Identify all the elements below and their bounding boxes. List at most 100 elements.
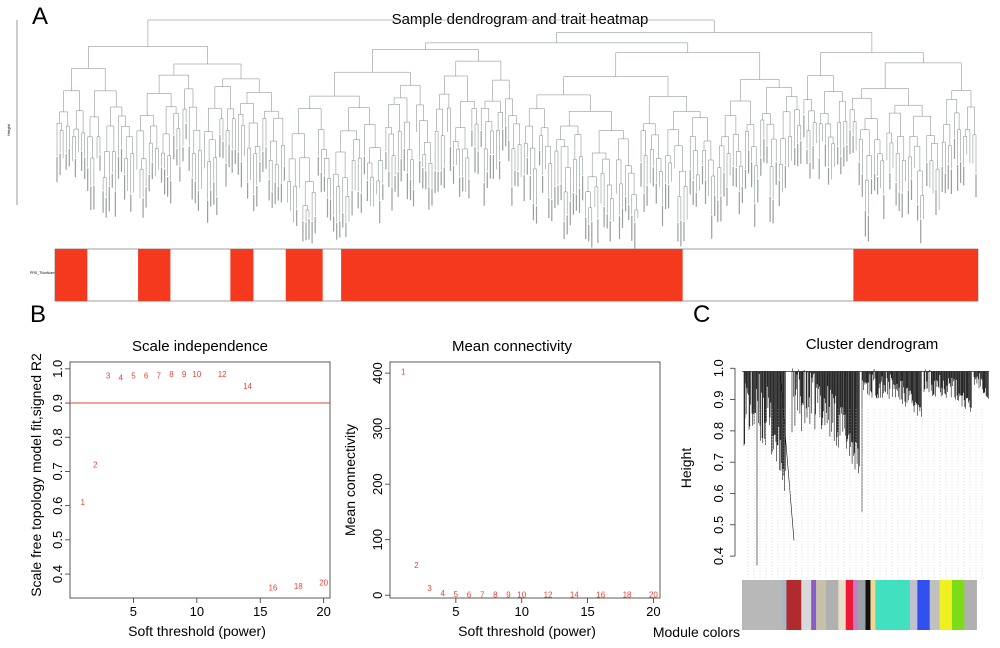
sample-leaf-label [182, 147, 184, 162]
sample-leaf-label [775, 162, 777, 185]
sample-leaf-label [191, 178, 193, 200]
sample-leaf-label [677, 222, 679, 242]
module-color-segment [929, 580, 940, 630]
sample-leaf-label [511, 187, 513, 206]
sample-leaf-label [419, 160, 421, 183]
sample-leaf-label [941, 167, 943, 193]
data-point-label: 4 [119, 373, 124, 382]
data-point-label: 10 [517, 591, 526, 600]
sample-leaf-label [477, 151, 479, 175]
data-point-label: 2 [93, 461, 98, 470]
y-tick-label: 0.4 [711, 547, 726, 565]
sample-leaf-label [176, 148, 178, 166]
sample-leaf-label [529, 175, 531, 200]
module-color-segment [870, 580, 876, 630]
sample-leaf-label [360, 193, 362, 213]
y-tick-label: 0.9 [711, 391, 726, 409]
trait-block [853, 249, 978, 301]
sample-leaf-label [320, 172, 322, 193]
sample-leaf-label [655, 183, 657, 204]
sample-leaf-label [296, 209, 298, 227]
trait-block [138, 249, 171, 301]
sample-leaf-label [643, 193, 645, 212]
sample-leaf-label [471, 130, 473, 147]
sample-leaf-label [216, 197, 218, 216]
sample-leaf-label [160, 167, 163, 183]
sample-leaf-label [283, 166, 285, 181]
sample-leaf-label [302, 221, 304, 242]
sample-leaf-label [351, 190, 353, 216]
sample-leaf-label [357, 192, 359, 209]
sample-leaf-label [751, 162, 753, 188]
sample-leaf-label [84, 157, 86, 179]
sample-leaf-label [437, 171, 439, 192]
sample-leaf-label [342, 213, 344, 228]
sample-leaf-label [259, 162, 261, 182]
sample-leaf-label [329, 199, 332, 221]
sample-leaf-label [277, 186, 279, 201]
sample-leaf-label [575, 194, 577, 211]
sample-leaf-label [960, 162, 962, 183]
sample-leaf-label [366, 181, 368, 201]
sample-leaf-label [311, 221, 313, 244]
sample-leaf-label [843, 146, 845, 167]
sample-leaf-label [920, 219, 922, 244]
sample-leaf-label [569, 201, 571, 226]
sample-leaf-label [695, 192, 697, 207]
sample-leaf-label [483, 183, 485, 206]
y-tick-label: 0.4 [50, 565, 65, 583]
sample-leaf-label [609, 221, 611, 242]
sample-leaf-label [197, 191, 199, 211]
y-tick-label: 100 [370, 529, 385, 551]
sample-leaf-label [950, 169, 952, 194]
trait-heatmap [55, 249, 978, 301]
y-tick-label: 400 [370, 362, 385, 384]
sample-leaf-label [452, 166, 455, 184]
sample-leaf-label [253, 195, 255, 212]
sample-leaf-label [333, 216, 335, 232]
sample-leaf-label [228, 144, 230, 168]
data-point-label: 3 [427, 584, 432, 593]
sample-leaf-label [910, 179, 913, 201]
sample-leaf-label [723, 172, 725, 197]
panel-a: Height PRS_TNorNormal [6, 19, 979, 302]
sample-leaf-label [339, 221, 341, 238]
sample-leaf-label [87, 168, 89, 191]
sample-leaf-label [548, 198, 550, 219]
sample-leaf-label [240, 162, 242, 188]
sample-leaf-label [554, 186, 556, 209]
module-color-segment [845, 580, 854, 630]
data-point-label: 4 [440, 589, 445, 598]
sample-leaf-label [806, 149, 808, 165]
sample-leaf-label [741, 186, 743, 203]
scale-independence-chart: Scale independence Scale free topology m… [28, 338, 331, 639]
trait-block [55, 249, 88, 301]
y-tick-label: 0 [370, 592, 385, 599]
data-point-label: 8 [493, 591, 498, 600]
sample-leaf-label [68, 148, 70, 167]
sample-leaf-label [957, 165, 959, 191]
sample-leaf-label [704, 180, 707, 205]
sample-leaf-label [824, 144, 826, 167]
data-point-label: 20 [649, 591, 658, 600]
y-tick-label: 0.9 [50, 394, 65, 412]
sample-leaf-label [508, 140, 510, 162]
sample-leaf-label [409, 179, 412, 201]
sample-leaf-label [947, 164, 949, 190]
sample-leaf-label [870, 179, 873, 195]
sample-leaf-label [563, 221, 565, 240]
mean-ylabel: Mean connectivity [342, 424, 358, 536]
sample-leaf-label [394, 175, 396, 192]
sample-leaf-label [117, 156, 120, 179]
sample-leaf-label [210, 190, 212, 207]
module-color-segment [811, 580, 817, 630]
sample-leaf-label [130, 194, 132, 212]
sample-leaf-label [975, 173, 977, 198]
data-point-label: 14 [570, 591, 579, 600]
y-tick-label: 1.0 [50, 360, 65, 378]
sample-leaf-label [492, 155, 494, 179]
mean-title: Mean connectivity [452, 338, 573, 355]
module-color-segment [865, 580, 871, 630]
sample-leaf-label [837, 146, 839, 165]
panel-letter-c: C [693, 301, 710, 328]
